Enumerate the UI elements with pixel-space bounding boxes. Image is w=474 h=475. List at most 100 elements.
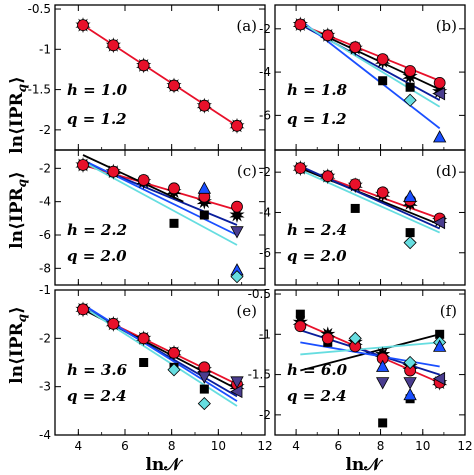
y-axis-label-row1: ln⟨IPRq⟩ <box>7 76 29 154</box>
x-tick-label: 10 <box>415 439 430 453</box>
panel-label: (c) <box>237 162 257 180</box>
marker-diamond-18 <box>348 331 362 345</box>
y-tick-label: -1.5 <box>28 83 51 97</box>
marker-diamond-16 <box>167 363 181 377</box>
marker-diamond-19 <box>403 355 417 370</box>
param-label-1: q = 1.2 <box>67 110 127 128</box>
marker-square-5 <box>435 329 445 339</box>
y-tick-label: -1 <box>39 283 51 297</box>
y-tick-label: -4 <box>39 195 51 209</box>
y-tick-label: -2 <box>259 22 271 36</box>
marker-circle-14 <box>376 53 389 66</box>
y-tick-label: -4 <box>259 65 271 79</box>
marker-circle-13 <box>168 346 180 359</box>
y-tick-label: -6 <box>39 228 51 242</box>
fit-line-1 <box>299 167 441 226</box>
marker-triangle-up-21 <box>375 359 390 372</box>
marker-square-2 <box>405 228 415 238</box>
param-label-0: h = 3.6 <box>67 361 128 379</box>
y-tick-label: -8 <box>39 261 51 275</box>
param-label-0: h = 1.0 <box>67 81 128 99</box>
x-tick-label: 12 <box>257 439 272 453</box>
marker-square-0 <box>295 309 305 319</box>
param-label-0: h = 2.4 <box>287 221 347 239</box>
marker-square-3 <box>378 76 388 86</box>
marker-circle-6 <box>77 19 89 32</box>
param-label-1: q = 2.4 <box>67 387 127 405</box>
marker-diamond-19 <box>230 270 244 284</box>
marker-circle-11 <box>349 178 362 191</box>
plot-frame <box>54 149 266 286</box>
marker-diamond-16 <box>403 236 417 250</box>
y-tick-label: -2 <box>39 123 51 137</box>
marker-square-2 <box>169 218 179 228</box>
panels: -2 -1.5 -1 -0.5 (a) h = 1.0 q = 1.2 -6 -4 -2 (b) h … <box>28 2 473 453</box>
marker-circle-15 <box>231 200 243 213</box>
fit-line-3 <box>299 169 441 234</box>
marker-circle-13 <box>349 41 362 54</box>
param-label-0: h = 1.8 <box>287 81 348 99</box>
plot-frame <box>274 289 466 436</box>
y-tick-label: -6 <box>259 246 271 260</box>
marker-square-3 <box>199 210 209 220</box>
data-markers <box>292 309 448 428</box>
marker-circle-12 <box>137 332 150 345</box>
marker-square-1 <box>350 203 360 213</box>
panel-label: (f) <box>440 302 457 320</box>
x-tick-label: 10 <box>211 439 226 453</box>
param-label-1: q = 2.0 <box>67 247 127 265</box>
marker-circle-14 <box>198 361 211 374</box>
param-label-0: h = 2.2 <box>67 221 127 239</box>
fit-line-4 <box>300 341 440 356</box>
panel-d: -6 -4 -2 (d) h = 2.4 q = 2.0 <box>259 149 466 286</box>
marker-triangle-left-26 <box>432 371 446 386</box>
panel-a: -2 -1.5 -1 -0.5 (a) h = 1.0 q = 1.2 <box>28 2 266 151</box>
marker-square-3 <box>199 384 209 394</box>
data-markers <box>292 16 448 143</box>
marker-circle-13 <box>321 332 334 345</box>
y-tick-label: -0.5 <box>28 2 51 16</box>
marker-circle-12 <box>137 174 150 186</box>
fit-line-2 <box>299 165 441 230</box>
data-markers <box>75 17 245 134</box>
panel-b: -6 -4 -2 (b) h = 1.8 q = 1.2 <box>259 4 466 151</box>
y-tick-label: -6 <box>259 108 271 122</box>
marker-circle-16 <box>433 77 446 89</box>
x-tick-label: 6 <box>335 439 343 453</box>
marker-circle-10 <box>321 170 334 183</box>
marker-diamond-17 <box>403 93 417 107</box>
x-tick-label: 8 <box>377 439 385 453</box>
fit-line-2 <box>82 306 238 398</box>
marker-circle-8 <box>137 59 150 72</box>
x-tick-label: 4 <box>292 439 300 453</box>
data-markers <box>75 301 245 411</box>
panel-label: (b) <box>436 17 457 35</box>
y-tick-label: -1.5 <box>248 368 271 382</box>
marker-circle-12 <box>376 186 389 199</box>
marker-square-4 <box>405 82 415 92</box>
marker-triangle-up-15 <box>403 189 417 202</box>
y-axis-label-row3: ln⟨IPRq⟩ <box>7 306 29 384</box>
marker-circle-9 <box>294 162 307 175</box>
marker-circle-11 <box>294 18 307 31</box>
marker-triangle-up-23 <box>432 339 447 352</box>
data-markers <box>75 157 245 284</box>
data-markers <box>292 160 448 250</box>
marker-triangle-down-24 <box>375 377 390 390</box>
marker-circle-7 <box>107 39 120 52</box>
fit-line-4 <box>82 154 184 203</box>
param-label-1: q = 2.4 <box>287 387 347 405</box>
y-axis-label-row2: ln⟨IPRq⟩ <box>7 171 29 249</box>
marker-circle-12 <box>294 320 307 333</box>
y-tick-label: -4 <box>39 428 51 442</box>
x-tick-label: 6 <box>121 439 129 453</box>
plot-frame <box>274 149 466 286</box>
marker-square-3 <box>378 418 388 428</box>
y-tick-label: -1 <box>39 42 51 56</box>
y-tick-label: -2 <box>259 165 271 179</box>
marker-circle-12 <box>321 29 334 42</box>
marker-triangle-up-19 <box>432 130 447 143</box>
y-tick-label: -2 <box>39 161 51 175</box>
marker-diamond-17 <box>197 397 211 411</box>
